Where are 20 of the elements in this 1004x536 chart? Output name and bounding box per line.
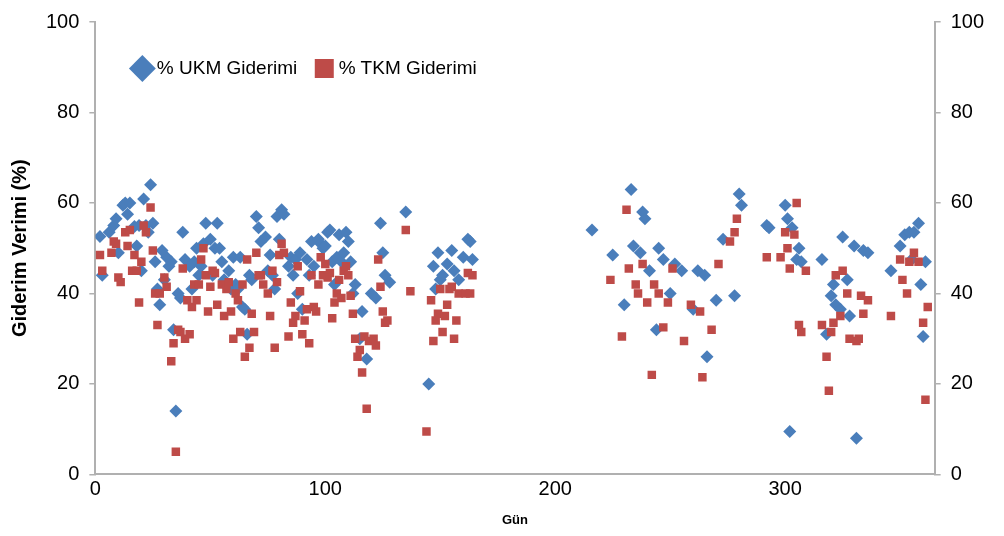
y2-tick-label: 80 (950, 100, 973, 122)
x-tick-label: 100 (308, 476, 342, 499)
y2-tick-label: 40 (950, 280, 973, 303)
y-tick-label: 20 (57, 371, 80, 394)
y-tick-label: 60 (57, 190, 80, 213)
x-tick-label: 200 (538, 476, 572, 499)
y-tick-label: 100 (45, 9, 80, 32)
legend-label: % UKM Giderimi (156, 56, 298, 78)
y-axis-title: Giderim Verimi (%) (7, 159, 30, 338)
y-tick-label: 80 (57, 100, 80, 122)
y-tick-label: 40 (57, 280, 80, 303)
y2-tick-label: 100 (950, 9, 985, 32)
legend-label: % TKM Giderimi (338, 56, 477, 78)
y2-tick-label: 20 (950, 371, 973, 394)
y2-tick-label: 60 (950, 190, 973, 213)
y-tick-label: 0 (68, 461, 80, 484)
x-tick-label: 300 (768, 476, 802, 499)
x-tick-label: 0 (89, 476, 101, 499)
x-axis-title: Gün (502, 511, 529, 527)
y2-tick-label: 0 (950, 461, 962, 484)
